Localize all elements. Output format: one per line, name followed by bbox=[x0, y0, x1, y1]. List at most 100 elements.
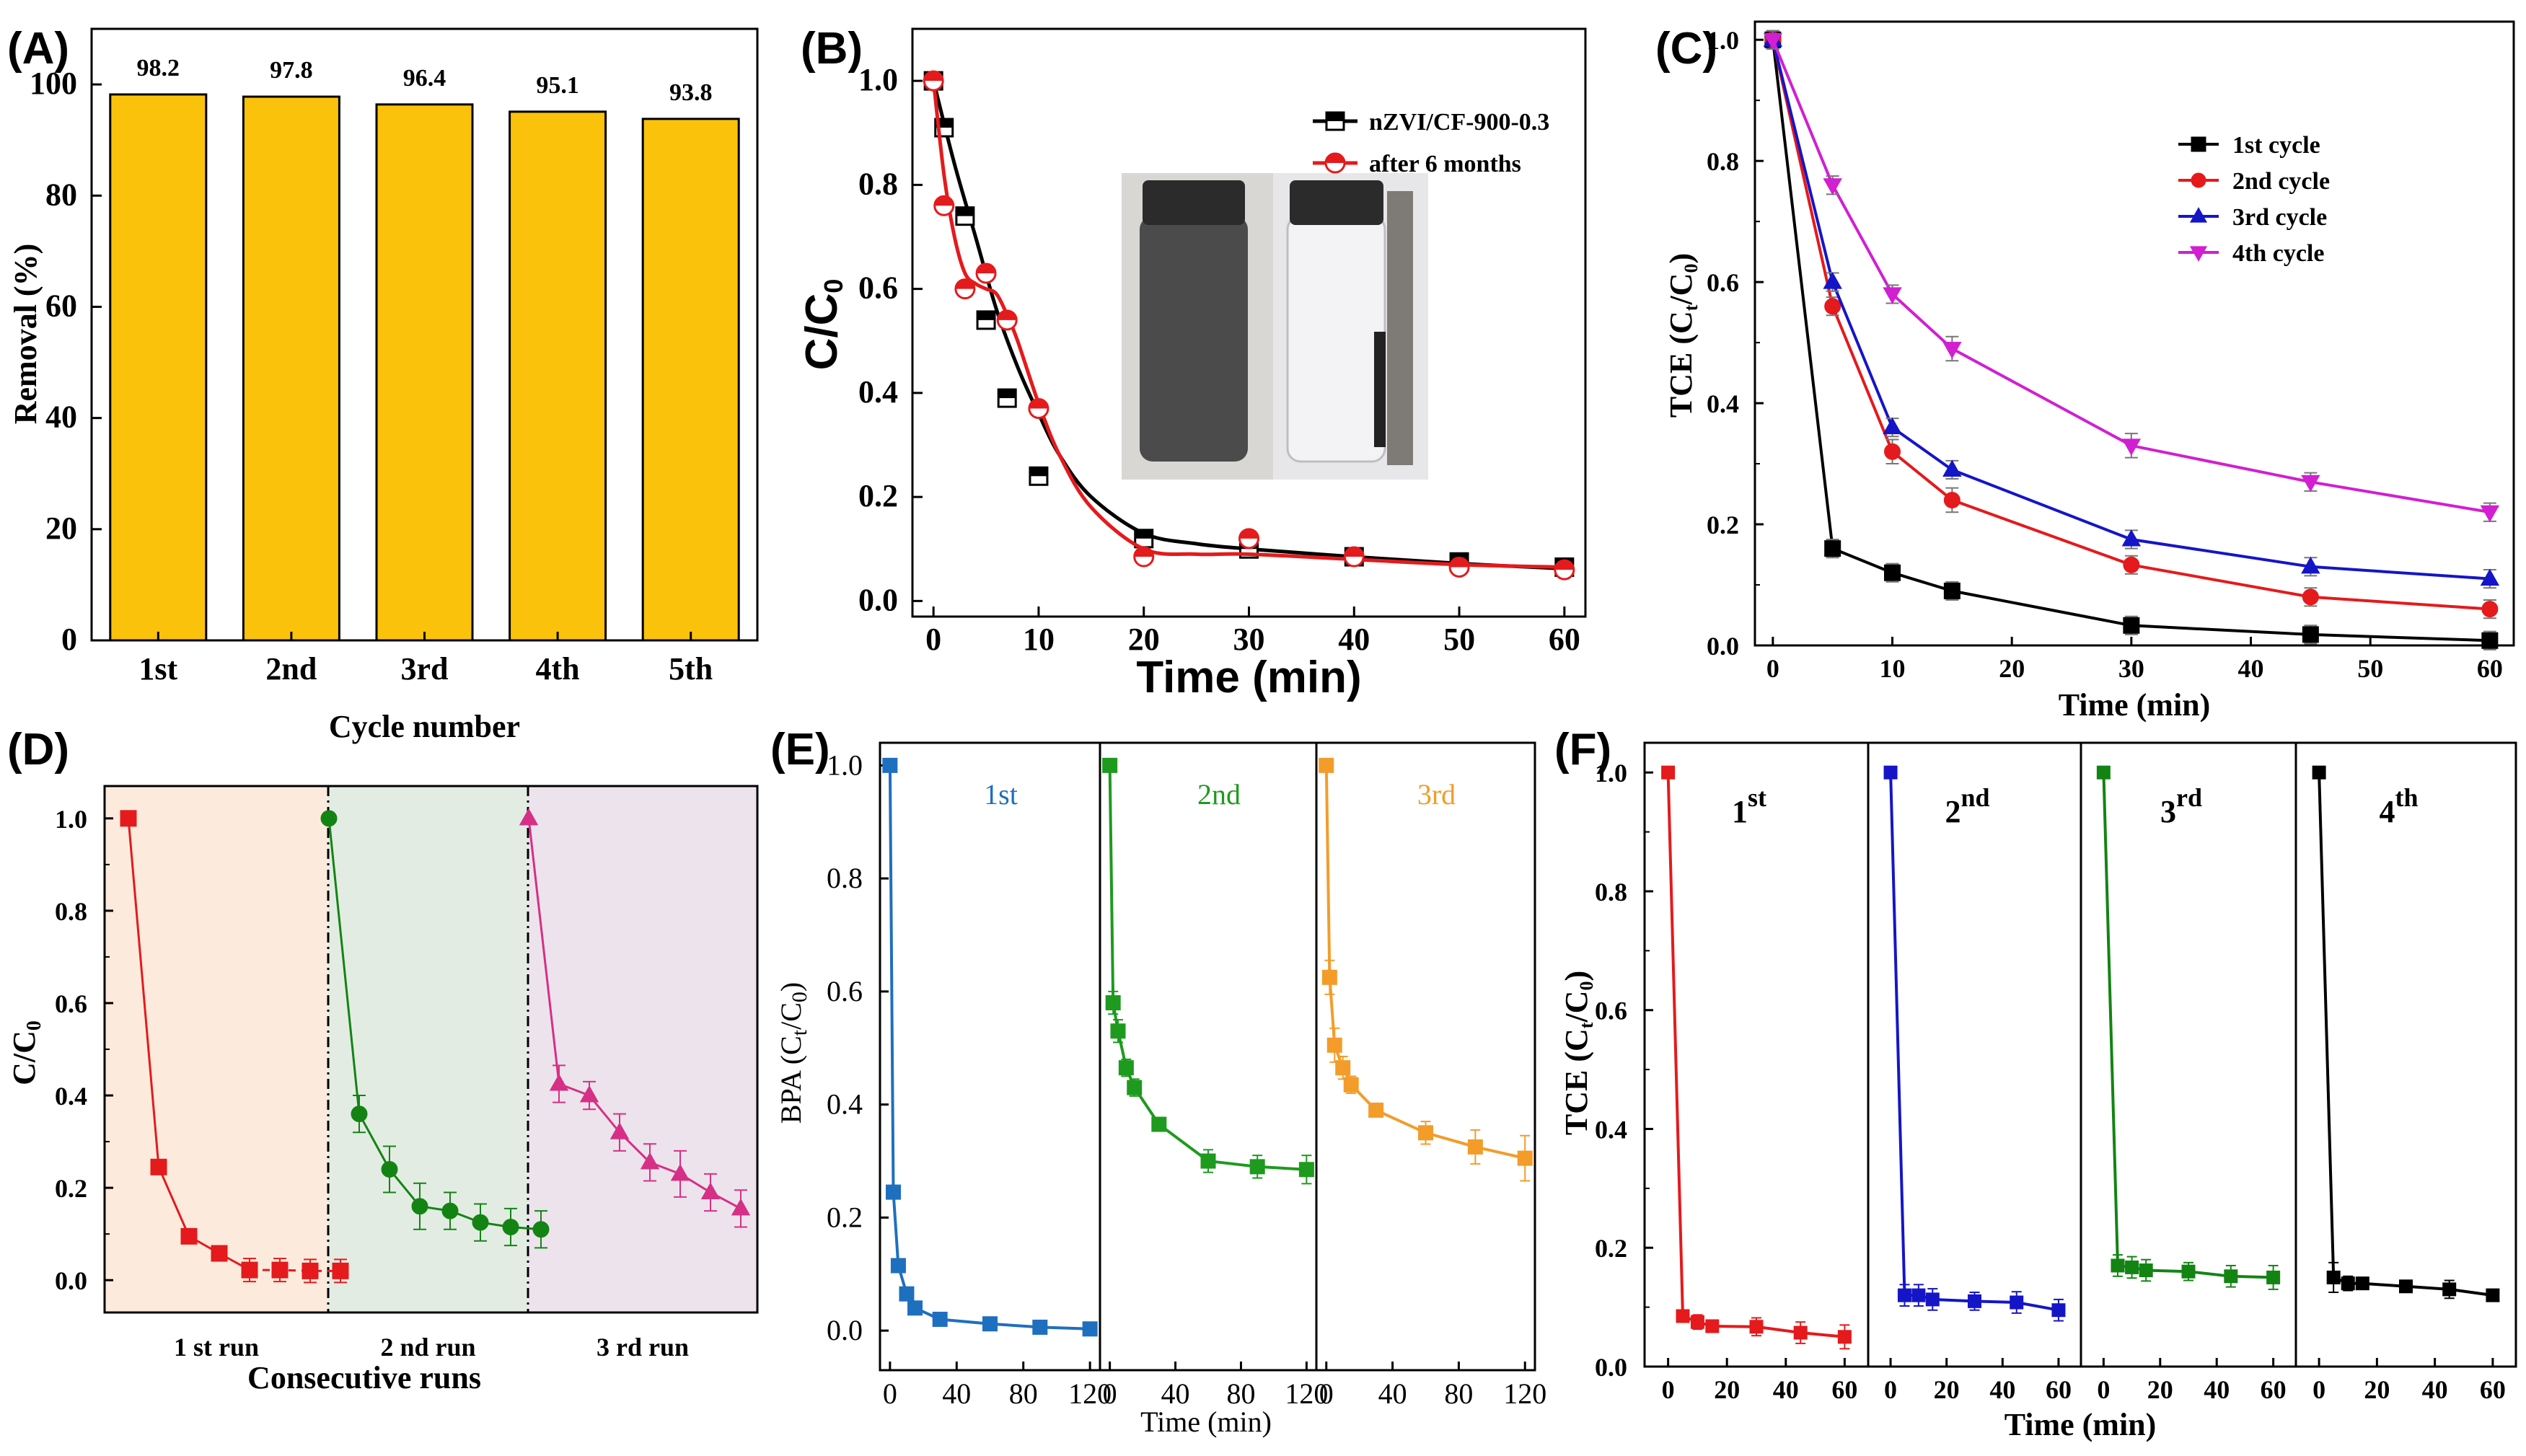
x-tick-label: 0 bbox=[1884, 1375, 1897, 1404]
data-point bbox=[1925, 1292, 1940, 1307]
data-point bbox=[320, 810, 338, 827]
data-point bbox=[1824, 540, 1841, 557]
legend-label: 2nd cycle bbox=[2232, 168, 2330, 195]
data-label: 97.8 bbox=[270, 57, 313, 84]
y-tick-label: 1.0 bbox=[1707, 26, 1739, 55]
series-line bbox=[2318, 772, 2494, 1297]
panel-label: (C) bbox=[1655, 24, 1717, 74]
data-point bbox=[302, 1262, 319, 1279]
series-line-tail bbox=[449, 1209, 542, 1231]
data-point bbox=[150, 1158, 167, 1175]
data-point bbox=[1883, 417, 1902, 435]
data-point bbox=[2111, 1258, 2125, 1273]
data-point bbox=[1690, 1315, 1704, 1329]
panel-f: (F) 0.0 0.2 0.4 0.6 0.8 1.0 TCE (Ct/C0) 0 20 40 60 1… bbox=[1554, 725, 2517, 1442]
y-tick-label: 0.8 bbox=[1707, 147, 1739, 176]
series-label: 2nd bbox=[1945, 783, 1989, 829]
y-tick-label: 20 bbox=[45, 511, 77, 546]
data-point bbox=[1343, 1077, 1359, 1093]
x-tick-label: 120 bbox=[1503, 1377, 1546, 1410]
data-point bbox=[2399, 1279, 2413, 1294]
data-point bbox=[1884, 443, 1901, 460]
data-point-half bbox=[924, 71, 943, 81]
data-point bbox=[532, 1221, 550, 1238]
y-axis-title: C/C0 bbox=[797, 279, 848, 371]
y-tick-label: 1.0 bbox=[858, 62, 898, 97]
data-point bbox=[1943, 491, 1960, 508]
y-tick-label: 0.2 bbox=[858, 478, 898, 513]
series-line bbox=[1324, 765, 1526, 1160]
data-point bbox=[549, 1073, 569, 1091]
x-tick-label: 60 bbox=[1549, 622, 1580, 657]
data-point bbox=[1943, 582, 1960, 599]
series-label: 1st bbox=[1732, 783, 1766, 829]
data-point bbox=[1326, 1037, 1342, 1053]
data-point bbox=[1110, 1023, 1126, 1039]
x-tick-label: 60 bbox=[2261, 1375, 2287, 1404]
y-tick-label: 0.4 bbox=[55, 1082, 87, 1111]
magnet bbox=[1387, 191, 1413, 465]
data-point bbox=[2442, 1282, 2457, 1297]
panel-label: (E) bbox=[770, 725, 830, 775]
data-point bbox=[1911, 1288, 1926, 1302]
data-point bbox=[1793, 1325, 1808, 1340]
data-label: 95.1 bbox=[536, 72, 579, 99]
x-tick-label: 10 bbox=[1880, 654, 1906, 683]
data-point bbox=[2123, 556, 2140, 573]
x-tick-label: 10 bbox=[1023, 622, 1055, 657]
data-point bbox=[2312, 765, 2326, 780]
y-tick-label: 0.8 bbox=[858, 166, 898, 201]
data-point-half bbox=[1554, 560, 1574, 570]
plot-frame bbox=[879, 741, 1536, 1372]
data-point bbox=[2139, 1263, 2153, 1278]
bar bbox=[109, 93, 208, 642]
data-point-half bbox=[1135, 529, 1153, 539]
data-point bbox=[2096, 765, 2111, 780]
x-tick-label: 0 bbox=[2312, 1375, 2325, 1404]
data-point bbox=[441, 1202, 459, 1219]
data-point-half bbox=[977, 263, 996, 273]
data-point bbox=[2326, 1270, 2341, 1284]
x-tick-label: 80 bbox=[1226, 1377, 1255, 1410]
data-point bbox=[2302, 588, 2319, 606]
subplot-frame bbox=[1643, 741, 1870, 1368]
data-label: 98.2 bbox=[137, 55, 180, 81]
data-point bbox=[2481, 601, 2499, 618]
panel-d: (D) 0.0 0.2 0.4 0.6 0.8 1.0 C/C0 1 st run 2 nd ru… bbox=[6, 725, 759, 1395]
x-tick-label: 4th bbox=[536, 651, 580, 687]
data-point bbox=[120, 810, 137, 827]
data-point bbox=[381, 1160, 398, 1178]
data-point bbox=[890, 1258, 906, 1274]
x-axis-title: Time (min) bbox=[2059, 687, 2211, 723]
series-line-tail bbox=[649, 1161, 741, 1210]
data-point bbox=[1467, 1139, 1483, 1155]
y-tick-label: 0.6 bbox=[1707, 268, 1739, 297]
x-tick-label: 80 bbox=[1009, 1377, 1038, 1410]
data-point bbox=[579, 1085, 599, 1103]
series-line bbox=[2102, 772, 2274, 1279]
legend-label: 1st cycle bbox=[2232, 132, 2320, 159]
x-tick-label: 20 bbox=[2364, 1375, 2390, 1404]
legend-label: 4th cycle bbox=[2232, 240, 2324, 267]
data-point bbox=[1942, 459, 1962, 477]
y-tick-label: 0.8 bbox=[55, 897, 87, 926]
data-label: 93.8 bbox=[669, 79, 713, 106]
x-tick-label: 1st bbox=[138, 651, 177, 687]
data-point bbox=[519, 808, 539, 826]
x-tick-label: 20 bbox=[1999, 654, 2025, 683]
series-label: 3rd bbox=[1417, 778, 1456, 811]
y-tick-label: 100 bbox=[30, 66, 77, 101]
x-axis-title: Time (min) bbox=[1136, 653, 1361, 702]
y-axis-title: BPA (Ct/C0) bbox=[775, 982, 811, 1124]
x-tick-label: 20 bbox=[1714, 1375, 1740, 1404]
y-tick-label: 0.8 bbox=[827, 862, 863, 894]
legend-marker bbox=[2189, 207, 2208, 223]
data-point-half bbox=[934, 196, 954, 206]
legend-label: after 6 months bbox=[1369, 151, 1521, 177]
data-point bbox=[2051, 1303, 2066, 1318]
x-tick-label: 2nd bbox=[265, 651, 317, 687]
x-tick-label: 0 bbox=[1662, 1375, 1675, 1404]
bar bbox=[242, 95, 340, 642]
panel-c: (C) 0.0 0.2 0.4 0.6 0.8 1.0 0 10 20 30 40 50 60 Time (… bbox=[1655, 20, 2515, 723]
